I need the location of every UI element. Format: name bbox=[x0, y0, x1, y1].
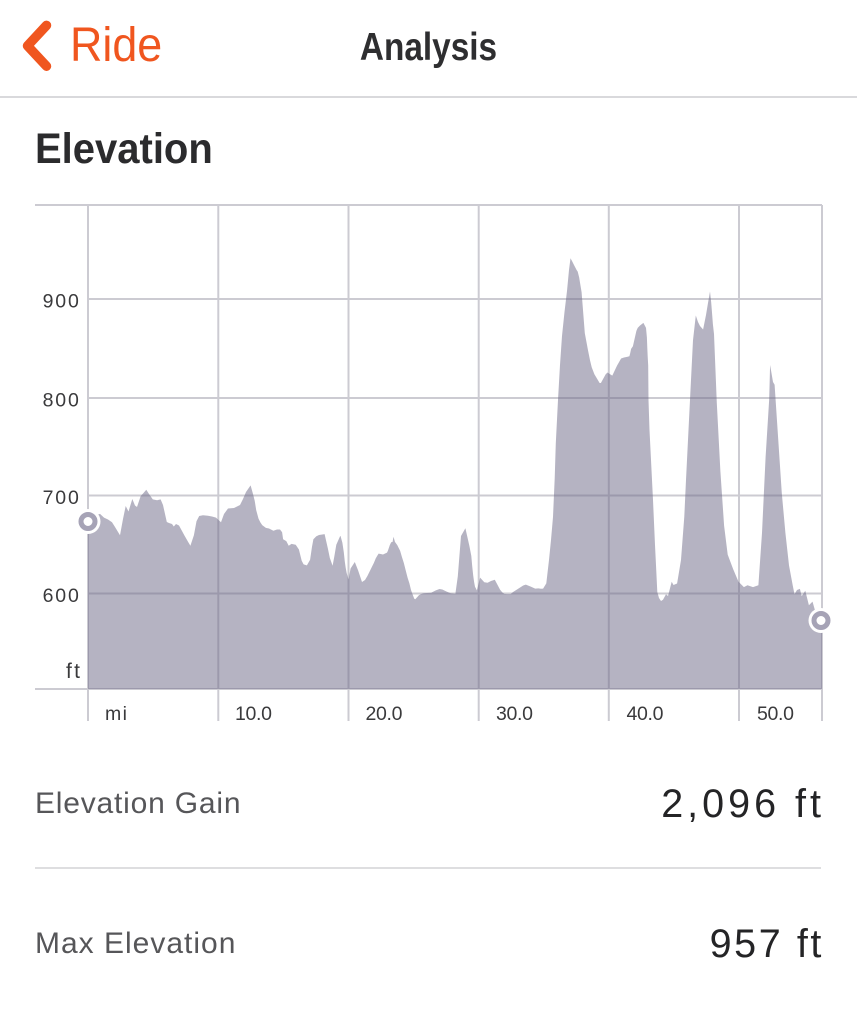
svg-text:700: 700 bbox=[43, 487, 79, 509]
svg-text:40.0: 40.0 bbox=[627, 703, 664, 725]
svg-text:50.0: 50.0 bbox=[757, 703, 794, 725]
svg-text:900: 900 bbox=[43, 291, 79, 313]
svg-text:mi: mi bbox=[105, 703, 127, 725]
svg-text:20.0: 20.0 bbox=[366, 703, 403, 725]
svg-text:800: 800 bbox=[43, 390, 79, 412]
svg-text:ft: ft bbox=[66, 660, 80, 683]
svg-text:10.0: 10.0 bbox=[235, 703, 272, 725]
svg-text:600: 600 bbox=[43, 585, 79, 607]
svg-text:30.0: 30.0 bbox=[496, 703, 533, 725]
